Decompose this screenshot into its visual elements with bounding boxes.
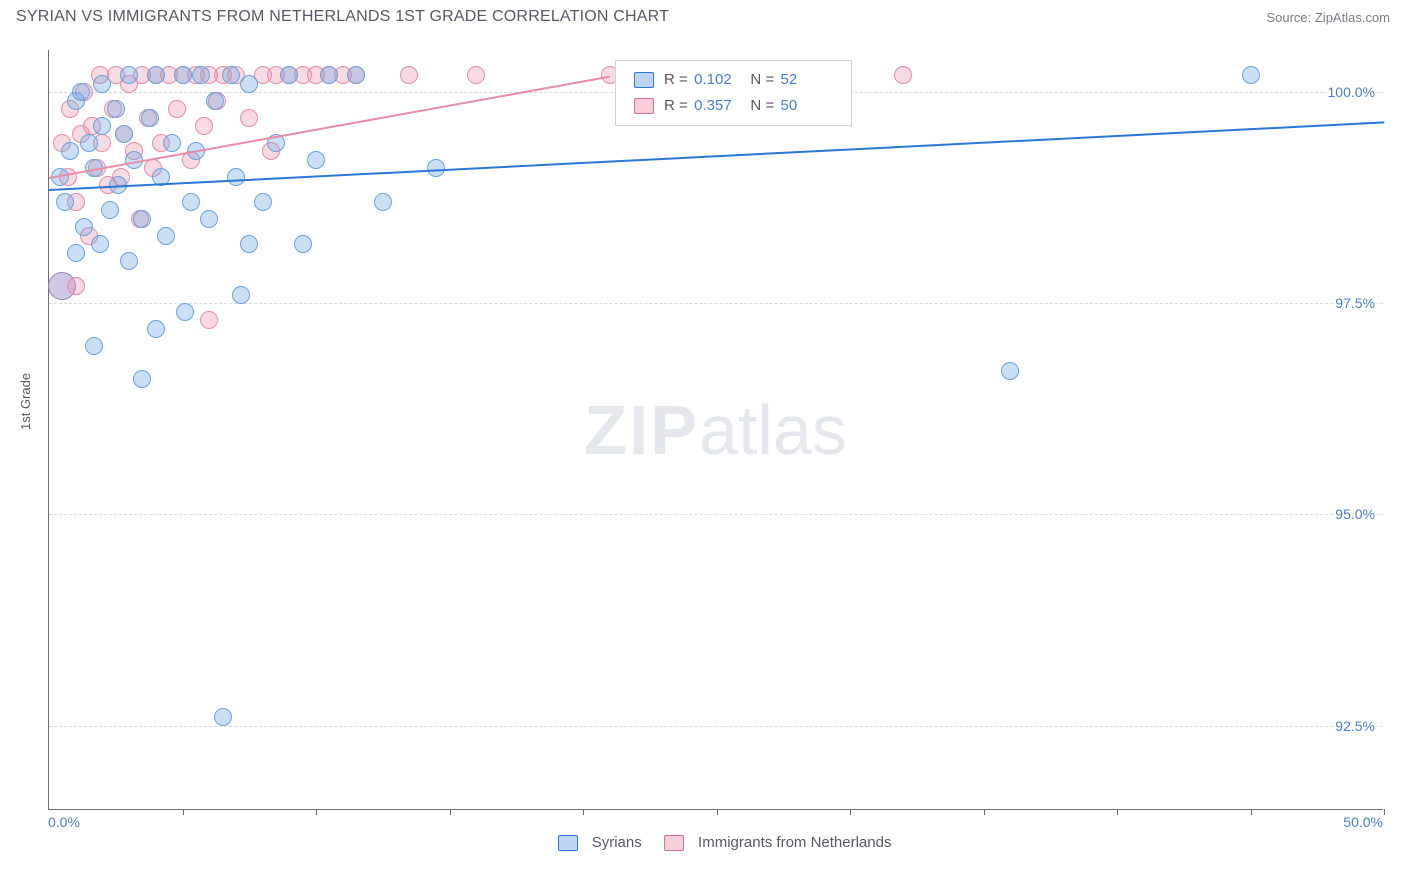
- data-point: [894, 66, 912, 84]
- gridline: [49, 726, 1383, 727]
- data-point: [240, 75, 258, 93]
- data-point: [107, 100, 125, 118]
- data-point: [1001, 362, 1019, 380]
- legend-label: Immigrants from Netherlands: [694, 834, 892, 851]
- x-tick: [316, 809, 317, 815]
- x-tick: [583, 809, 584, 815]
- data-point: [120, 66, 138, 84]
- x-tick: [450, 809, 451, 815]
- data-point: [320, 66, 338, 84]
- chart-title: SYRIAN VS IMMIGRANTS FROM NETHERLANDS 1S…: [16, 8, 669, 26]
- data-point: [75, 218, 93, 236]
- x-tick: [1384, 809, 1385, 815]
- data-point: [240, 235, 258, 253]
- data-point: [174, 66, 192, 84]
- data-point: [280, 66, 298, 84]
- x-tick: [183, 809, 184, 815]
- data-point: [222, 66, 240, 84]
- y-tick-label: 92.5%: [1333, 718, 1377, 734]
- data-point: [206, 92, 224, 110]
- scatter-plot: 92.5% 95.0% 97.5% 100.0% R = 0.102 N = 52R =…: [48, 50, 1383, 810]
- source-label: Source: ZipAtlas.com: [1266, 10, 1390, 25]
- data-point: [56, 193, 74, 211]
- data-point: [85, 337, 103, 355]
- legend-swatch: [634, 72, 654, 88]
- data-point: [347, 66, 365, 84]
- data-point: [182, 193, 200, 211]
- data-point: [176, 303, 194, 321]
- trend-line: [49, 122, 1384, 192]
- data-point: [192, 66, 210, 84]
- data-point: [168, 100, 186, 118]
- x-tick: [850, 809, 851, 815]
- data-point: [163, 134, 181, 152]
- data-point: [147, 66, 165, 84]
- legend-row: R = 0.102 N = 52: [634, 67, 833, 93]
- data-point: [374, 193, 392, 211]
- y-axis-title: 1st Grade: [18, 373, 33, 430]
- legend-row: R = 0.357 N = 50: [634, 93, 833, 119]
- data-point: [157, 227, 175, 245]
- data-point: [227, 168, 245, 186]
- data-point: [93, 117, 111, 135]
- gridline: [49, 303, 1383, 304]
- data-point: [61, 142, 79, 160]
- data-point: [67, 277, 85, 295]
- watermark: ZIPatlas: [584, 390, 847, 470]
- legend-swatch: [664, 835, 684, 851]
- data-point: [240, 109, 258, 127]
- data-point: [200, 311, 218, 329]
- data-point: [115, 125, 133, 143]
- data-point: [214, 708, 232, 726]
- data-point: [93, 75, 111, 93]
- x-tick: [984, 809, 985, 815]
- data-point: [141, 109, 159, 127]
- data-point: [133, 370, 151, 388]
- x-axis-start-label: 0.0%: [48, 814, 80, 830]
- x-axis-end-label: 50.0%: [1343, 814, 1383, 830]
- data-point: [254, 193, 272, 211]
- correlation-legend: R = 0.102 N = 52R = 0.357 N = 50: [615, 60, 852, 126]
- y-tick-label: 95.0%: [1333, 506, 1377, 522]
- y-tick-label: 97.5%: [1333, 295, 1377, 311]
- data-point: [294, 235, 312, 253]
- data-point: [101, 201, 119, 219]
- data-point: [91, 235, 109, 253]
- data-point: [232, 286, 250, 304]
- data-point: [200, 210, 218, 228]
- data-point: [1242, 66, 1260, 84]
- series-legend: Syrians Immigrants from Netherlands: [48, 834, 1383, 851]
- data-point: [467, 66, 485, 84]
- data-point: [72, 83, 90, 101]
- legend-label: Syrians: [588, 834, 646, 851]
- gridline: [49, 514, 1383, 515]
- data-point: [80, 134, 98, 152]
- data-point: [120, 252, 138, 270]
- data-point: [147, 320, 165, 338]
- data-point: [307, 151, 325, 169]
- x-tick: [717, 809, 718, 815]
- y-tick-label: 100.0%: [1326, 84, 1377, 100]
- x-tick: [1251, 809, 1252, 815]
- legend-swatch: [634, 98, 654, 114]
- data-point: [195, 117, 213, 135]
- data-point: [67, 244, 85, 262]
- data-point: [133, 210, 151, 228]
- legend-swatch: [558, 835, 578, 851]
- data-point: [400, 66, 418, 84]
- x-tick: [1117, 809, 1118, 815]
